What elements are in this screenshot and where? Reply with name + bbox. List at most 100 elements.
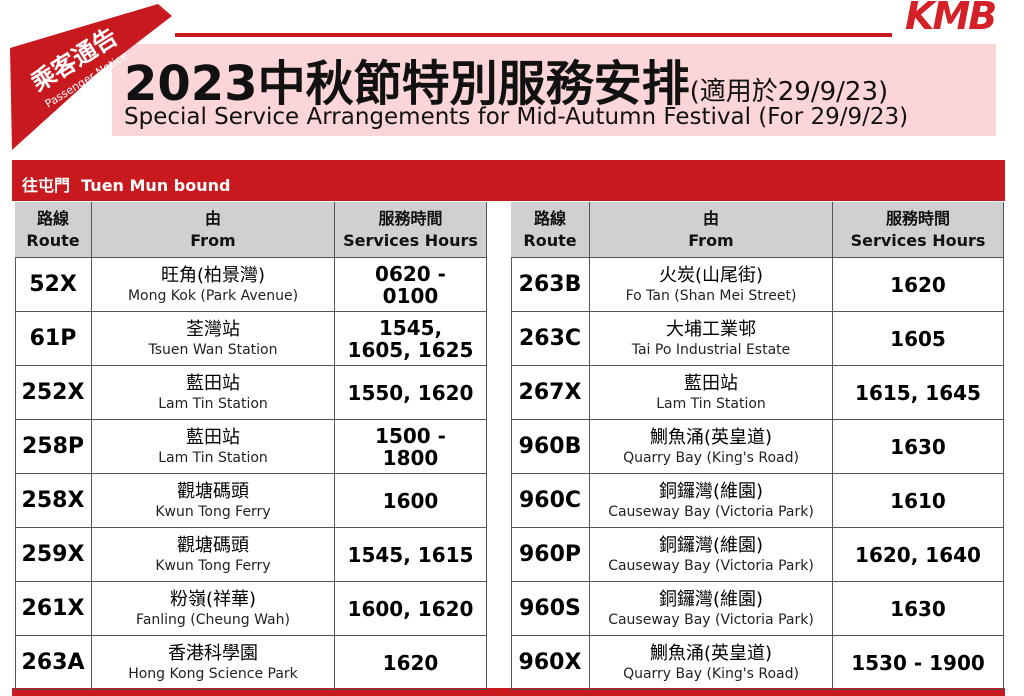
route-cell: 263C bbox=[511, 312, 590, 366]
badge-shape bbox=[10, 4, 172, 150]
from-en: Causeway Bay (Victoria Park) bbox=[608, 611, 814, 628]
from-cell: 香港科學園 Hong Kong Science Park bbox=[92, 636, 335, 690]
from-en: Quarry Bay (King's Road) bbox=[623, 665, 799, 682]
from-en: Hong Kong Science Park bbox=[128, 665, 298, 682]
hours: 0620 - 0100 bbox=[375, 261, 446, 308]
hours: 1545, 1605, 1625 bbox=[347, 315, 474, 362]
from-en: Tsuen Wan Station bbox=[148, 341, 278, 358]
header-text: 由 bbox=[702, 208, 719, 228]
hours-cell: 1620 bbox=[833, 258, 1004, 312]
from-zh: 藍田站 bbox=[186, 426, 240, 448]
from-cell: 旺角(柏景灣) Mong Kok (Park Avenue) bbox=[92, 258, 335, 312]
hours-cell: 1605 bbox=[833, 312, 1004, 366]
bottom-bar bbox=[12, 688, 1005, 696]
from-cell: 鰂魚涌(英皇道) Quarry Bay (King's Road) bbox=[590, 420, 833, 474]
from-zh: 香港科學園 bbox=[168, 642, 258, 664]
hours: 1600, 1620 bbox=[347, 596, 474, 621]
route: 258X bbox=[21, 488, 85, 513]
hours-cell: 1550, 1620 bbox=[335, 366, 487, 420]
from-en: Fanling (Cheung Wah) bbox=[136, 611, 290, 628]
from-zh: 荃灣站 bbox=[186, 318, 240, 340]
route: 263C bbox=[518, 326, 582, 351]
from-cell: 荃灣站 Tsuen Wan Station bbox=[92, 312, 335, 366]
route-cell: 258X bbox=[15, 474, 92, 528]
route: 960S bbox=[519, 596, 581, 621]
route-cell: 258P bbox=[15, 420, 92, 474]
from-en: Lam Tin Station bbox=[158, 395, 268, 412]
from-en: Kwun Tong Ferry bbox=[155, 503, 271, 520]
route-cell: 960C bbox=[511, 474, 590, 528]
from-en: Mong Kok (Park Avenue) bbox=[127, 287, 299, 304]
from-en: Lam Tin Station bbox=[656, 395, 766, 412]
route-cell: 259X bbox=[15, 528, 92, 582]
hours-cell: 1600, 1620 bbox=[335, 582, 487, 636]
hours: 1550, 1620 bbox=[347, 380, 474, 405]
from-en: Causeway Bay (Victoria Park) bbox=[608, 557, 814, 574]
header-cell: 路線 Route bbox=[15, 202, 92, 258]
hours-cell: 1610 bbox=[833, 474, 1004, 528]
route-cell: 960B bbox=[511, 420, 590, 474]
from-zh: 大埔工業邨 bbox=[666, 318, 756, 340]
from-en: Causeway Bay (Victoria Park) bbox=[608, 503, 814, 520]
header-text: Services Hours bbox=[343, 230, 478, 250]
hours-cell: 1545, 1615 bbox=[335, 528, 487, 582]
from-zh: 粉嶺(祥華) bbox=[169, 588, 257, 610]
from-cell: 鰂魚涌(英皇道) Quarry Bay (King's Road) bbox=[590, 636, 833, 690]
hours: 1610 bbox=[890, 488, 946, 513]
route-cell: 263B bbox=[511, 258, 590, 312]
route-cell: 263A bbox=[15, 636, 92, 690]
header-cell: 由 From bbox=[590, 202, 833, 258]
route-cell: 261X bbox=[15, 582, 92, 636]
header-cell: 服務時間 Services Hours bbox=[335, 202, 487, 258]
hours-cell: 1620 bbox=[335, 636, 487, 690]
title: 2023中秋節特別服務安排 bbox=[124, 56, 690, 112]
from-cell: 藍田站 Lam Tin Station bbox=[590, 366, 833, 420]
route-cell: 61P bbox=[15, 312, 92, 366]
route: 960P bbox=[518, 542, 582, 567]
from-zh: 銅鑼灣(維園) bbox=[658, 480, 764, 502]
from-cell: 粉嶺(祥華) Fanling (Cheung Wah) bbox=[92, 582, 335, 636]
hours: 1620 bbox=[382, 650, 439, 675]
title-line: 2023中秋節特別服務安排(適用於29/9/23) bbox=[124, 44, 888, 114]
hours: 1630 bbox=[890, 434, 946, 459]
route-cell: 52X bbox=[15, 258, 92, 312]
header-text: From bbox=[190, 230, 236, 250]
route: 261X bbox=[21, 596, 85, 621]
from-zh: 鰂魚涌(英皇道) bbox=[649, 642, 773, 664]
from-zh: 觀塘碼頭 bbox=[177, 534, 249, 556]
route: 960C bbox=[518, 488, 582, 513]
from-cell: 銅鑼灣(維園) Causeway Bay (Victoria Park) bbox=[590, 528, 833, 582]
from-cell: 藍田站 Lam Tin Station bbox=[92, 366, 335, 420]
route-cell: 960P bbox=[511, 528, 590, 582]
route: 258P bbox=[21, 434, 85, 459]
hours: 1545, 1615 bbox=[347, 542, 474, 567]
header-text: Services Hours bbox=[850, 230, 986, 250]
from-en: Lam Tin Station bbox=[158, 449, 268, 466]
hours: 1530 - 1900 bbox=[851, 650, 985, 675]
hours-cell: 0620 - 0100 bbox=[335, 258, 487, 312]
badge: 乘客通告 Passenger Notice bbox=[10, 4, 172, 150]
route: 263A bbox=[21, 650, 85, 675]
hours-cell: 1620, 1640 bbox=[833, 528, 1004, 582]
from-en: Quarry Bay (King's Road) bbox=[623, 449, 799, 466]
header-cell: 服務時間 Services Hours bbox=[833, 202, 1004, 258]
route-cell: 960S bbox=[511, 582, 590, 636]
hours-cell: 1545, 1605, 1625 bbox=[335, 312, 487, 366]
hours-cell: 1500 - 1800 bbox=[335, 420, 487, 474]
subtitle: Special Service Arrangements for Mid-Aut… bbox=[124, 104, 909, 130]
from-cell: 觀塘碼頭 Kwun Tong Ferry bbox=[92, 474, 335, 528]
header-text: Route bbox=[523, 230, 577, 250]
header-text: Route bbox=[26, 230, 80, 250]
hours: 1620, 1640 bbox=[855, 542, 981, 567]
from-cell: 觀塘碼頭 Kwun Tong Ferry bbox=[92, 528, 335, 582]
from-cell: 大埔工業邨 Tai Po Industrial Estate bbox=[590, 312, 833, 366]
from-zh: 觀塘碼頭 bbox=[177, 480, 249, 502]
hours-cell: 1530 - 1900 bbox=[833, 636, 1004, 690]
hours: 1620 bbox=[890, 272, 946, 297]
route: 263B bbox=[518, 272, 582, 297]
route-cell: 267X bbox=[511, 366, 590, 420]
direction: 往屯門 Tuen Mun bound bbox=[22, 176, 231, 195]
from-cell: 藍田站 Lam Tin Station bbox=[92, 420, 335, 474]
header-text: 路線 bbox=[36, 208, 69, 228]
